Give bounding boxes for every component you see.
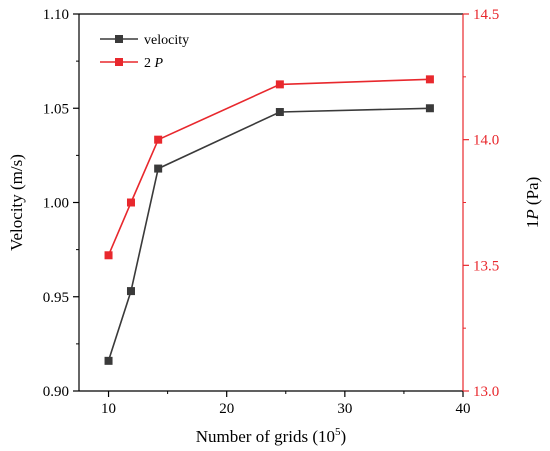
y-right-tick-label: 13.5 [473,258,499,274]
y-right-axis-title-suffix: (Pa) [523,177,542,210]
legend-label-pressure-var: P [154,56,164,71]
y-right-axis-title: 1P (Pa) [523,177,542,228]
series-1-point [154,135,163,144]
legend-marker-0 [115,35,123,43]
series-0-point [425,104,434,113]
x-axis-title-main: Number of grids (10 [196,427,335,446]
legend: velocity 2 P [100,33,189,71]
series-1-point [275,80,284,89]
y-left-tick-label: 0.95 [43,290,69,306]
x-axis-title-suffix: ) [341,427,347,446]
axes: 10 20 30 40 0.90 0.95 1.00 1.05 1.10 13.0 13.5 14.0… [7,7,542,446]
series-0-point [154,164,163,173]
series-0-line [107,107,430,362]
y-right-axis-title-prefix: 1 [523,220,542,229]
y-right-tick-label: 13.0 [473,384,499,400]
y-right-tick-label: 14.5 [473,7,499,23]
legend-label-velocity: velocity [144,33,189,48]
y-left-tick-label: 0.90 [43,384,69,400]
y-right-tick-label: 14.0 [473,133,499,149]
series-1-point [126,198,135,207]
y-right-axis-title-var: P [523,209,542,220]
x-tick-label: 20 [219,401,234,417]
x-tick-label: 30 [337,401,352,417]
y-left-axis-title: Velocity (m/s) [7,154,26,251]
series-0-point [126,287,135,296]
legend-label-pressure: 2 P [144,56,164,71]
series-1-point [425,75,434,84]
x-axis-title: Number of grids (105) [196,426,346,446]
x-tick-label: 40 [456,401,471,417]
x-tick-label: 10 [101,401,116,417]
x-axis-title-superscript: 5 [335,426,341,438]
series-layer [104,75,434,365]
y-left-tick-label: 1.00 [43,196,69,212]
legend-label-pressure-prefix: 2 [144,56,155,71]
series-0-point [275,108,284,117]
series-1-point [104,251,113,260]
y-left-tick-label: 1.10 [43,7,69,23]
series-0-point [104,356,113,365]
y-left-tick-label: 1.05 [43,101,69,117]
legend-marker-1 [115,58,123,66]
